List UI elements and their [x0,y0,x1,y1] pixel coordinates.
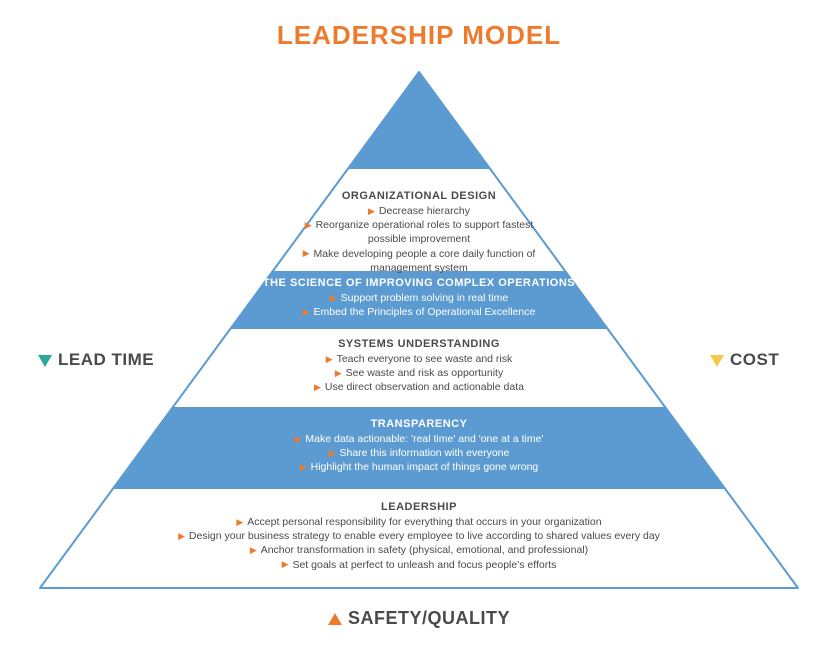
bullet-arrow-icon: ▶ [314,382,321,392]
band-1-bullet-2: Make developing people a core daily func… [314,248,536,274]
band-5-text: LEADERSHIP ▶ Accept personal responsibilit… [0,501,838,572]
band-4-bullet-0: Make data actionable: 'real time' and 'o… [305,433,543,445]
label-lead-time: LEAD TIME [38,350,154,370]
bullet-arrow-icon: ▶ [335,368,342,378]
band-5-heading: LEADERSHIP [0,501,838,513]
band-1-bullet-line-1: ▶ Reorganize operational roles to support… [289,218,549,246]
band-4-bullet-line-0: ▶Make data actionable: 'real time' and '… [0,432,838,446]
bullet-arrow-icon: ▶ [303,248,310,258]
bullet-arrow-icon: ▶ [295,434,302,444]
band-5-bullet-1: Design your business strategy to enable … [189,530,660,542]
cost-triangle-icon [710,355,724,367]
band-5-bullet-2: Anchor transformation in safety (physica… [261,544,588,556]
band-5-bullet-line-2: ▶ Anchor transformation in safety (physic… [0,543,838,557]
band-1-bullet-0: Decrease hierarchy [379,205,470,217]
cost-text: COST [730,350,779,369]
bullet-arrow-icon: ▶ [368,206,375,216]
label-cost: COST [710,350,779,370]
band-5-bullet-3: Set goals at perfect to unleash and focu… [292,559,556,571]
bullet-arrow-icon: ▶ [178,531,185,541]
band-1-bullet-line-0: ▶ Decrease hierarchy [289,204,549,218]
band-4-bullet-1: Share this information with everyone [340,447,510,459]
bullet-arrow-icon: ▶ [305,220,312,230]
band-3-bullet-2: Use direct observation and actionable da… [325,381,524,393]
band-2-text: THE SCIENCE OF IMPROVING COMPLEX OPERATI… [0,277,838,319]
band-3-heading: SYSTEMS UNDERSTANDING [0,338,838,350]
band-4-bullet-line-1: ▶ Share this information with everyone [0,446,838,460]
lead-time-triangle-icon [38,355,52,367]
lead-time-text: LEAD TIME [58,350,154,369]
band-1-bullet-1: Reorganize operational roles to support … [316,219,534,245]
band-5-bullet-line-1: ▶ Design your business strategy to enable… [0,529,838,543]
band-3-bullet-0: Teach everyone to see waste and risk [337,353,513,365]
band-5-bullet-0: Accept personal responsibility for every… [247,516,601,528]
bullet-arrow-icon: ▶ [303,307,310,317]
band-1-heading: ORGANIZATIONAL DESIGN [0,190,838,202]
safety-quality-triangle-icon [328,613,342,625]
band-5-bullet-line-0: ▶ Accept personal responsibility for ever… [0,515,838,529]
bullet-arrow-icon: ▶ [330,293,337,303]
label-safety-quality: SAFETY/QUALITY [0,608,838,629]
band-3-bullet-line-2: ▶ Use direct observation and actionable d… [0,380,838,394]
bullet-arrow-icon: ▶ [329,448,336,458]
bullet-arrow-icon: ▶ [300,462,307,472]
band-1-bullet-line-2: ▶ Make developing people a core daily fun… [289,247,549,275]
band-1-text: ORGANIZATIONAL DESIGN ▶ Decrease hierarchy… [0,190,838,275]
band-4-heading: TRANSPARENCY [0,418,838,430]
pyramid-band-0 [348,72,489,168]
band-2-bullet-0: Support problem solving in real time [341,292,509,304]
band-4-bullet-line-2: ▶ Highlight the human impact of things go… [0,460,838,474]
bullet-arrow-icon: ▶ [326,354,333,364]
safety-quality-text: SAFETY/QUALITY [348,608,510,628]
band-4-text: TRANSPARENCY▶Make data actionable: 'real… [0,418,838,475]
band-2-bullet-line-1: ▶ Embed the Principles of Operational Exc… [0,305,838,319]
band-4-bullet-2: Highlight the human impact of things gon… [311,461,539,473]
band-2-bullet-1: Embed the Principles of Operational Exce… [314,306,536,318]
bullet-arrow-icon: ▶ [250,545,257,555]
bullet-arrow-icon: ▶ [282,559,289,569]
band-5-bullet-line-3: ▶Set goals at perfect to unleash and foc… [0,558,838,572]
band-3-bullet-1: See waste and risk as opportunity [346,367,504,379]
bullet-arrow-icon: ▶ [236,517,243,527]
band-2-bullet-line-0: ▶ Support problem solving in real time [0,291,838,305]
band-2-heading: THE SCIENCE OF IMPROVING COMPLEX OPERATI… [0,277,838,289]
